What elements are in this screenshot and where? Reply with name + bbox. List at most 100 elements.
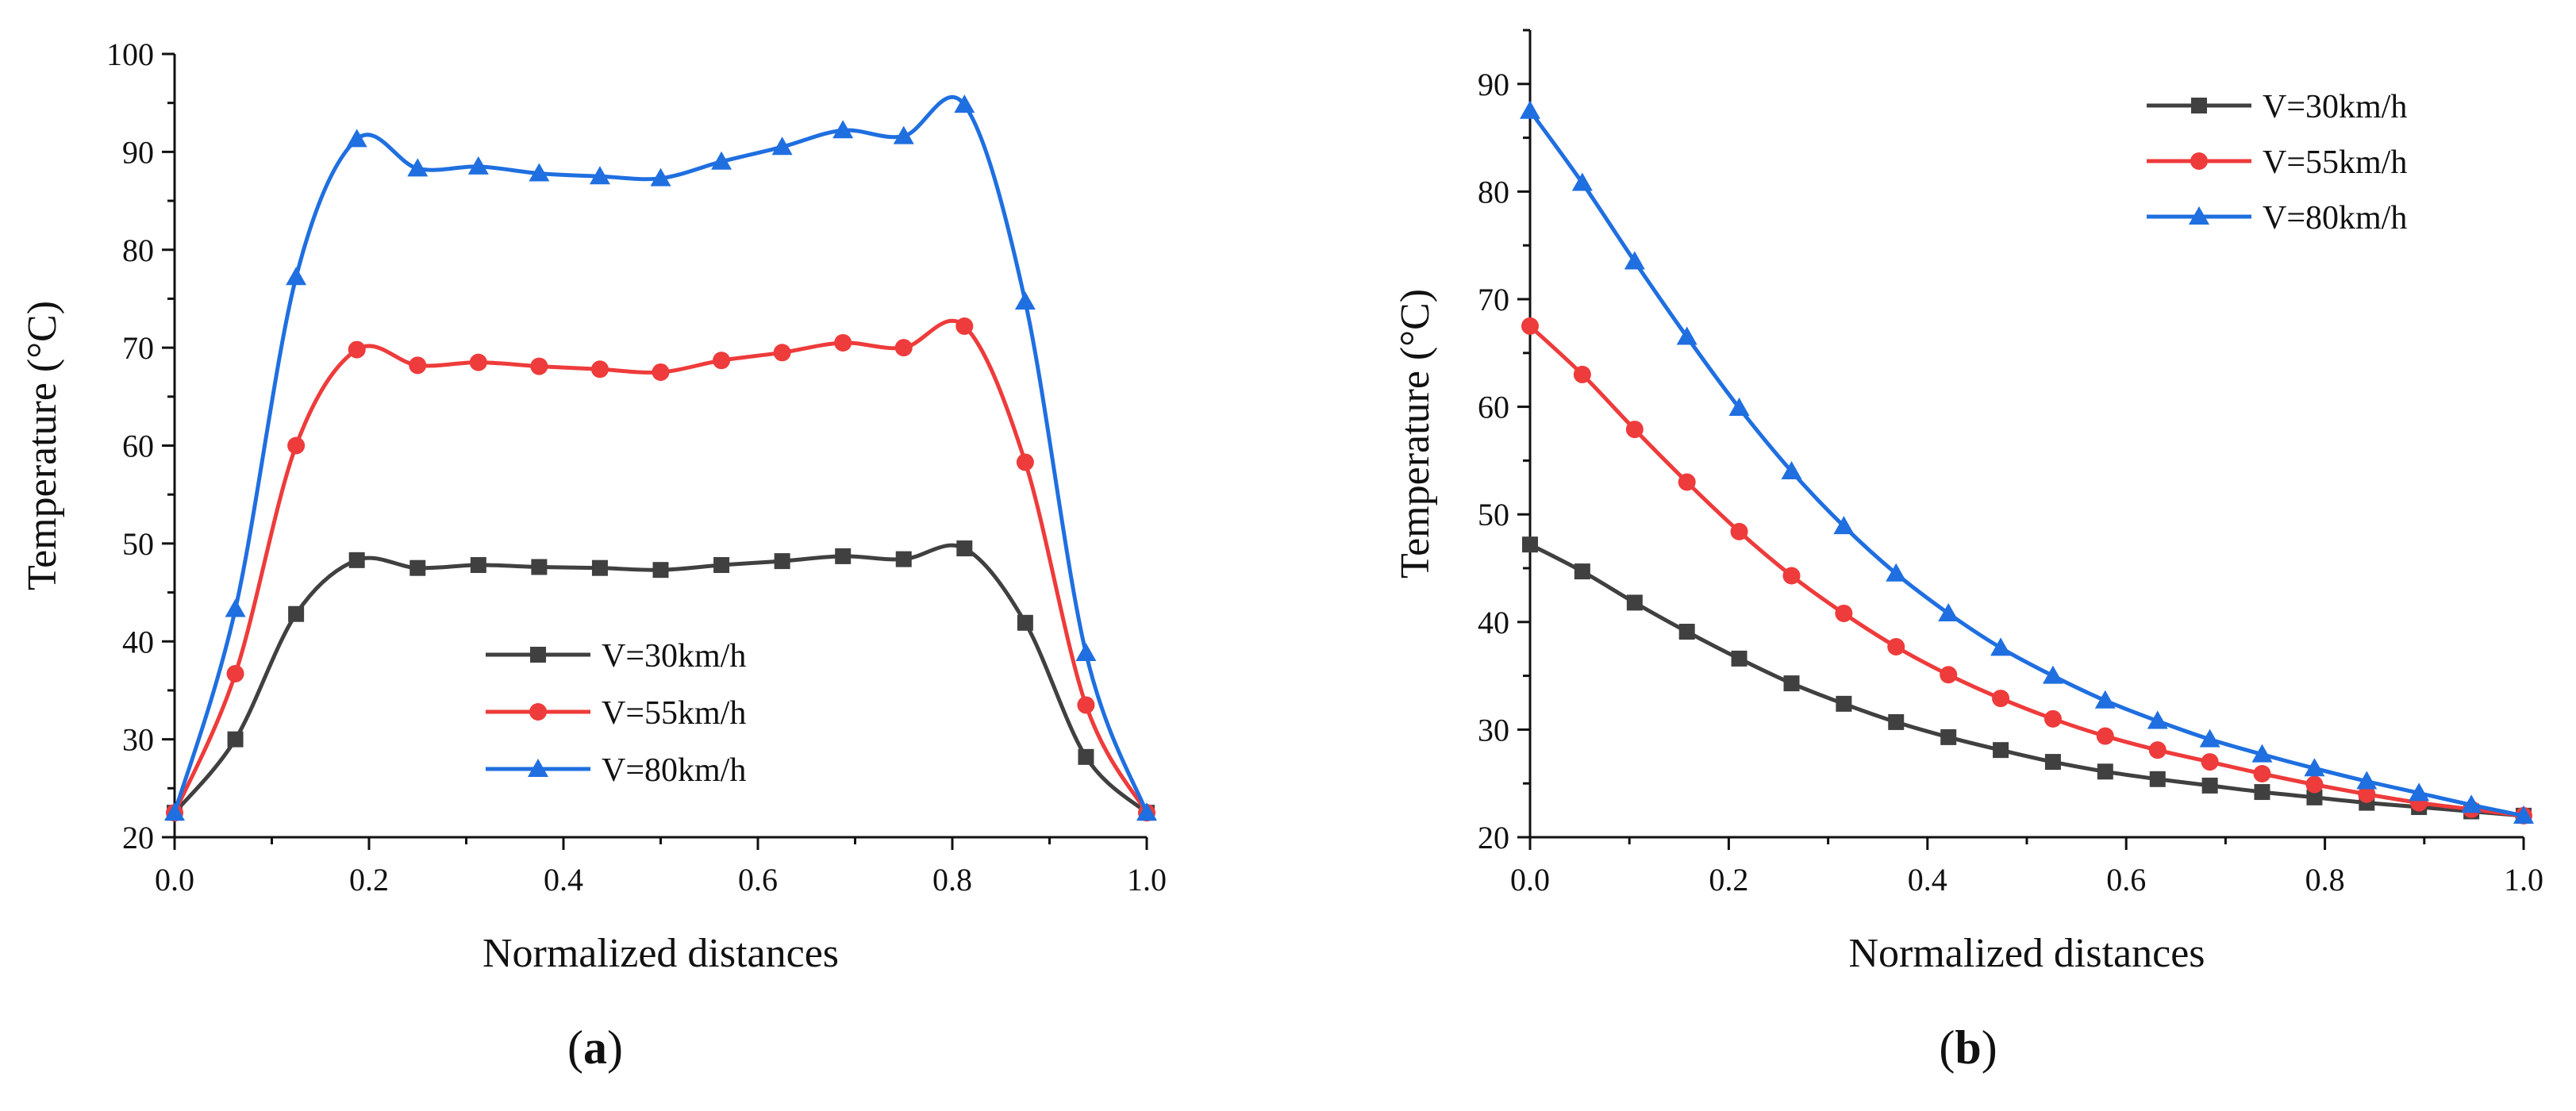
- data-point: [225, 598, 246, 617]
- data-point: [2097, 763, 2113, 780]
- series-V=80km/h: [164, 94, 1157, 821]
- y-tick-label: 100: [106, 37, 154, 72]
- data-point: [774, 553, 790, 570]
- data-point: [1077, 696, 1095, 714]
- data-point: [835, 548, 852, 564]
- y-tick-label: 50: [122, 526, 154, 562]
- data-point: [2409, 782, 2430, 802]
- series-V=30km/h: [1522, 536, 2532, 824]
- data-point: [773, 344, 791, 362]
- data-point: [1938, 602, 1959, 621]
- data-point: [1014, 291, 1036, 310]
- data-point: [2358, 785, 2376, 803]
- y-tick-label: 80: [1478, 174, 1509, 210]
- data-point: [2147, 710, 2168, 729]
- data-point: [1520, 100, 1540, 119]
- data-point: [1573, 365, 1591, 383]
- data-point: [1728, 397, 1750, 416]
- x-tick-label: 0.6: [2106, 862, 2146, 898]
- x-tick-label: 0.2: [1709, 862, 1748, 898]
- panel-label-b: (b): [1939, 1021, 1997, 1074]
- x-tick-label: 0.8: [2305, 862, 2345, 898]
- data-point: [1078, 748, 1094, 765]
- data-point: [1990, 637, 2012, 656]
- data-point: [711, 151, 732, 170]
- x-tick-label: 0.0: [155, 862, 194, 898]
- x-tick-label: 0.8: [932, 862, 972, 898]
- data-point: [1940, 666, 1958, 684]
- x-tick-label: 1.0: [1127, 862, 1167, 898]
- legend-marker: [2190, 152, 2208, 170]
- data-point: [2253, 764, 2271, 782]
- x-tick-label: 0.0: [1510, 862, 1550, 898]
- data-point: [895, 551, 912, 567]
- data-point: [1522, 536, 1538, 553]
- y-axis-title: Temperature (°C): [1393, 289, 1438, 579]
- data-point: [2305, 775, 2324, 794]
- data-point: [2043, 709, 2062, 728]
- legend-label: V=55km/h: [602, 695, 746, 732]
- data-point: [1678, 624, 1695, 640]
- x-tick-label: 0.4: [544, 862, 583, 898]
- data-point: [1782, 567, 1801, 585]
- y-tick-label: 80: [122, 233, 154, 268]
- data-point: [407, 158, 429, 177]
- data-point: [2096, 727, 2114, 745]
- data-point: [2094, 690, 2116, 709]
- data-point: [409, 559, 426, 576]
- chart-panel-b: 0.0 0.2 0.4 0.6 0.8 1.0 20 30 40 50 60 70 80 90 Normal…: [1393, 29, 2543, 976]
- y-tick-label: 30: [1478, 712, 1509, 748]
- x-axis-title: Normalized distances: [1848, 931, 2205, 976]
- data-point: [1624, 251, 1645, 270]
- data-point: [2461, 794, 2482, 813]
- data-point: [1992, 690, 2010, 708]
- data-point: [956, 540, 973, 557]
- y-tick-label: 60: [122, 429, 154, 464]
- data-point: [1886, 563, 1907, 582]
- data-point: [1887, 637, 1905, 655]
- data-point: [287, 436, 306, 455]
- x-axis-title: Normalized distances: [483, 931, 839, 976]
- data-point: [1993, 742, 2009, 759]
- legend-marker: [530, 647, 546, 663]
- data-point: [2149, 771, 2166, 787]
- data-point: [1730, 522, 1748, 540]
- data-point: [834, 333, 852, 352]
- legend-entry: V=80km/h: [2147, 200, 2407, 236]
- data-point: [590, 360, 609, 379]
- data-point: [2199, 728, 2220, 748]
- data-point: [2356, 771, 2378, 790]
- y-tick-label: 20: [122, 820, 154, 855]
- data-point: [2251, 744, 2273, 763]
- data-point: [470, 557, 486, 574]
- data-point: [1571, 172, 1593, 191]
- data-point: [1626, 594, 1643, 611]
- data-point: [2044, 754, 2061, 771]
- data-point: [2042, 665, 2063, 684]
- data-point: [409, 356, 427, 375]
- data-point: [2201, 777, 2218, 794]
- data-point: [1521, 317, 1539, 335]
- legend-label: V=80km/h: [602, 752, 746, 789]
- data-point: [2148, 741, 2167, 759]
- data-point: [346, 129, 367, 148]
- y-tick-label: 70: [122, 330, 154, 366]
- y-tick-label: 30: [122, 722, 154, 758]
- series-line: [1528, 324, 2526, 818]
- data-point: [469, 353, 487, 371]
- y-tick-label: 60: [1478, 390, 1509, 425]
- y-tick-label: 50: [1478, 497, 1509, 532]
- legend-label: V=55km/h: [2263, 144, 2407, 181]
- data-point: [288, 605, 305, 622]
- y-tick-label: 90: [1478, 67, 1509, 102]
- y-tick-label: 90: [122, 134, 154, 170]
- data-point: [2201, 753, 2219, 771]
- data-point: [348, 552, 365, 568]
- x-tick-label: 0.6: [738, 862, 778, 898]
- data-point: [1940, 728, 1957, 745]
- legend-entry: V=80km/h: [486, 752, 746, 789]
- data-point: [164, 802, 185, 821]
- legend-marker: [2191, 98, 2207, 113]
- data-point: [1783, 675, 1800, 692]
